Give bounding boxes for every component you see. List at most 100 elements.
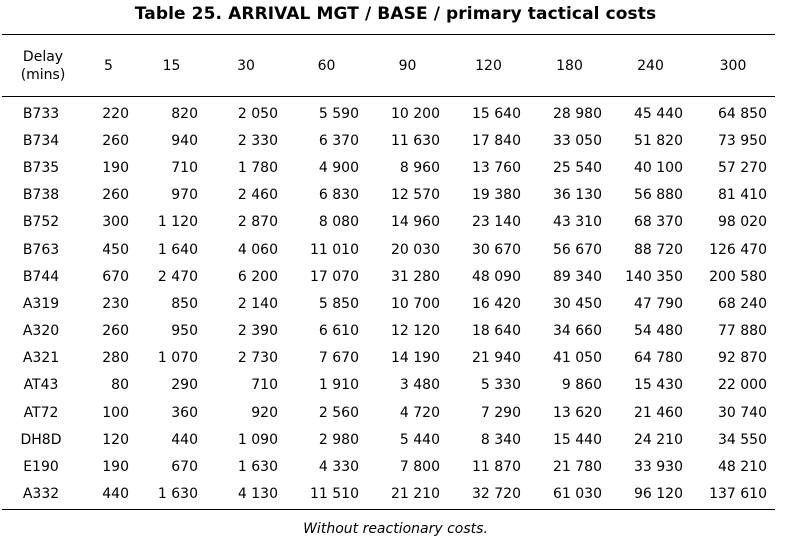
row-label: AT72 xyxy=(23,404,59,421)
table-cell: 14 960 xyxy=(391,214,440,231)
table-cell: 440 xyxy=(102,486,129,503)
table-row: E190 190 670 1 630 4 330 7 800 11 870 21 780 33 … xyxy=(2,453,775,480)
table-cell: 30 740 xyxy=(718,404,767,421)
table-cell: 33 930 xyxy=(634,459,683,476)
row-label: A320 xyxy=(22,323,60,340)
table-cell: 77 880 xyxy=(718,323,767,340)
table-cell: 4 130 xyxy=(237,486,278,503)
table-cell: 200 580 xyxy=(709,268,767,285)
row-label: B738 xyxy=(22,187,60,204)
row-label: B733 xyxy=(22,105,60,122)
table-cell: 450 xyxy=(102,241,129,258)
table-cell: 43 310 xyxy=(553,214,602,231)
table-cell: 96 120 xyxy=(634,486,683,503)
table-cell: 21 780 xyxy=(553,459,602,476)
header-row: Delay (mins) 5 15 30 60 90 120 180 240 300 xyxy=(2,35,775,96)
table-cell: 34 550 xyxy=(718,431,767,448)
table-cell: 5 590 xyxy=(318,105,359,122)
table-cell: 140 350 xyxy=(625,268,683,285)
table-cell: 6 830 xyxy=(318,187,359,204)
table-cell: 40 100 xyxy=(634,159,683,176)
table-row: A321 280 1 070 2 730 7 670 14 190 21 940 41 050… xyxy=(2,345,775,372)
table-row: B752 300 1 120 2 870 8 080 14 960 23 140 43 310… xyxy=(2,209,775,236)
table-cell: 98 020 xyxy=(718,214,767,231)
table-cell: 9 860 xyxy=(561,377,602,394)
table-cell: 440 xyxy=(171,431,198,448)
table-cell: 73 950 xyxy=(718,132,767,149)
table-cell: 2 560 xyxy=(318,404,359,421)
table-cell: 57 270 xyxy=(718,159,767,176)
table-cell: 61 030 xyxy=(553,486,602,503)
table-cell: 2 330 xyxy=(237,132,278,149)
table-cell: 54 480 xyxy=(634,323,683,340)
table-cell: 6 610 xyxy=(318,323,359,340)
table-cell: 1 120 xyxy=(157,214,198,231)
table-row: B744 670 2 470 6 200 17 070 31 280 48 090 89 34… xyxy=(2,263,775,290)
row-label: B763 xyxy=(22,241,60,258)
table-row: AT72 100 360 920 2 560 4 720 7 290 13 620 21 460… xyxy=(2,399,775,426)
table-cell: 13 620 xyxy=(553,404,602,421)
table-cell: 260 xyxy=(102,187,129,204)
row-label: A319 xyxy=(22,295,60,312)
table-cell: 22 000 xyxy=(718,377,767,394)
bottom-rule xyxy=(2,509,775,510)
table-title: Table 25. ARRIVAL MGT / BASE / primary t… xyxy=(134,4,657,24)
table-cell: 68 240 xyxy=(718,295,767,312)
table-cell: 18 640 xyxy=(472,323,521,340)
column-header: 15 xyxy=(162,57,181,74)
table-cell: 1 630 xyxy=(237,459,278,476)
table-cell: 17 070 xyxy=(310,268,359,285)
table-cell: 56 880 xyxy=(634,187,683,204)
column-header: 240 xyxy=(637,57,664,74)
table-cell: 3 480 xyxy=(399,377,440,394)
table-cell: 190 xyxy=(102,159,129,176)
table-cell: 1 070 xyxy=(157,350,198,367)
row-label: B752 xyxy=(22,214,60,231)
table-cell: 19 380 xyxy=(472,187,521,204)
table-cell: 20 030 xyxy=(391,241,440,258)
table-cell: 92 870 xyxy=(718,350,767,367)
table-cell: 36 130 xyxy=(553,187,602,204)
table-cell: 11 010 xyxy=(310,241,359,258)
table-cell: 820 xyxy=(171,105,198,122)
table-cell: 670 xyxy=(102,268,129,285)
table-cell: 920 xyxy=(251,404,278,421)
table-cell: 6 200 xyxy=(237,268,278,285)
table-cell: 10 700 xyxy=(391,295,440,312)
table-cell: 7 290 xyxy=(480,404,521,421)
table-cell: 5 440 xyxy=(399,431,440,448)
table-cell: 11 510 xyxy=(310,486,359,503)
table-cell: 2 140 xyxy=(237,295,278,312)
table-row: A319 230 850 2 140 5 850 10 700 16 420 30 450 47… xyxy=(2,290,775,317)
table-cell: 68 370 xyxy=(634,214,683,231)
table-cell: 6 370 xyxy=(318,132,359,149)
table-cell: 190 xyxy=(102,459,129,476)
table-body: B733 220 820 2 050 5 590 10 200 15 640 28 980 45… xyxy=(2,96,775,508)
top-rule xyxy=(2,34,775,35)
column-header: 90 xyxy=(398,57,417,74)
table-cell: 220 xyxy=(102,105,129,122)
table-cell: 5 330 xyxy=(480,377,521,394)
table-cell: 10 200 xyxy=(391,105,440,122)
table-cell: 970 xyxy=(171,187,198,204)
table-cell: 31 280 xyxy=(391,268,440,285)
table-cell: 850 xyxy=(171,295,198,312)
table-row: B735 190 710 1 780 4 900 8 960 13 760 25 540 40 … xyxy=(2,154,775,181)
table-cell: 2 730 xyxy=(237,350,278,367)
table-cell: 4 900 xyxy=(318,159,359,176)
row-label: AT43 xyxy=(23,377,59,394)
table-caption: Without reactionary costs. xyxy=(303,521,488,537)
table-cell: 41 050 xyxy=(553,350,602,367)
column-header: 180 xyxy=(556,57,583,74)
table-cell: 670 xyxy=(171,459,198,476)
table-cell: 64 780 xyxy=(634,350,683,367)
table-cell: 360 xyxy=(171,404,198,421)
table-cell: 137 610 xyxy=(709,486,767,503)
table-cell: 4 330 xyxy=(318,459,359,476)
table-cell: 8 960 xyxy=(399,159,440,176)
table-cell: 5 850 xyxy=(318,295,359,312)
table-cell: 81 410 xyxy=(718,187,767,204)
table-row: DH8D 120 440 1 090 2 980 5 440 8 340 15 440 24 2… xyxy=(2,426,775,453)
table-row: B733 220 820 2 050 5 590 10 200 15 640 28 980 45… xyxy=(2,96,775,127)
row-label: B744 xyxy=(22,268,60,285)
